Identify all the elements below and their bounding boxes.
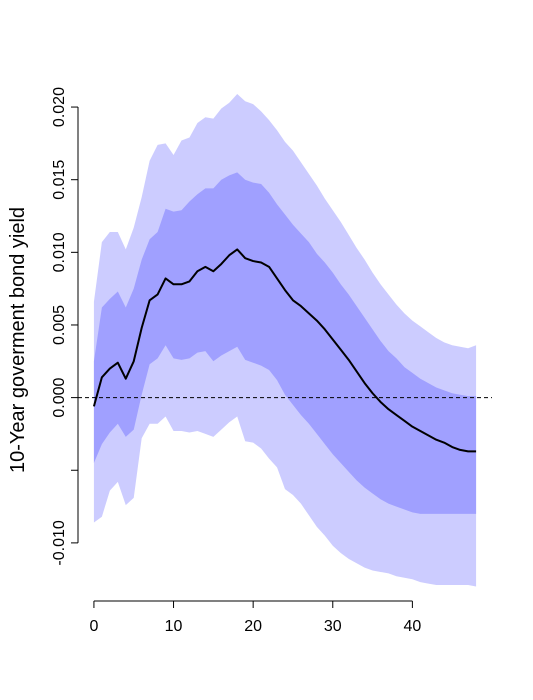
confidence-bands <box>93 93 477 587</box>
inner-confidence-band <box>93 172 477 514</box>
median-response-line <box>92 248 477 453</box>
x-tick-label: 30 <box>324 618 342 635</box>
chart-axes: -0.010 0.000 0.005 0.010 0.015 0.020 0 10 20 30 40 <box>51 87 421 635</box>
x-tick-label: 10 <box>165 618 183 635</box>
y-tick-label: 0.005 <box>51 305 68 345</box>
y-tick-label: 0.000 <box>51 377 68 417</box>
x-tick-label: 0 <box>89 618 98 635</box>
y-tick-label: 0.015 <box>51 160 68 200</box>
chart-lines <box>78 248 492 453</box>
x-tick-label: 40 <box>403 618 421 635</box>
y-tick-label: -0.010 <box>51 520 68 565</box>
y-axis-title: 10-Year goverment bond yield <box>7 207 29 473</box>
y-tick-label: 0.020 <box>51 87 68 127</box>
y-tick-label: 0.010 <box>51 232 68 272</box>
x-tick-label: 20 <box>244 618 262 635</box>
